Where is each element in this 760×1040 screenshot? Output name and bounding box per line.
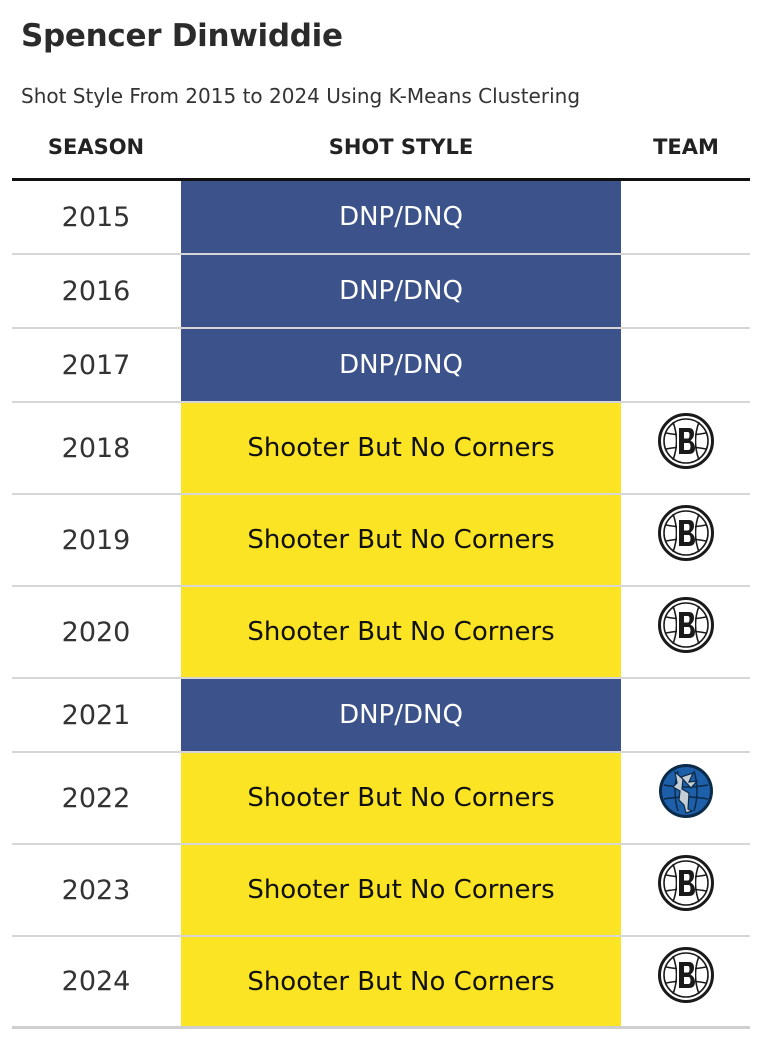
column-header-team: TEAM (653, 135, 719, 159)
shot-style-cell: DNP/DNQ (181, 329, 621, 401)
team-cell (621, 255, 750, 327)
table-row: 2021 DNP/DNQ (12, 679, 750, 753)
mavericks-logo-icon (658, 764, 714, 819)
nets-logo-icon (657, 505, 714, 561)
table-row: 2022 Shooter But No Corners (12, 753, 750, 845)
chart-subtitle: Shot Style From 2015 to 2024 Using K-Mea… (21, 84, 581, 108)
season-cell: 2019 (61, 524, 131, 556)
table-row: 2017 DNP/DNQ (12, 329, 750, 403)
table-row: 2019 Shooter But No Corners (12, 495, 750, 587)
shot-style-cell: Shooter But No Corners (181, 845, 621, 935)
shot-style-cell: Shooter But No Corners (181, 495, 621, 585)
season-cell: 2020 (61, 616, 131, 648)
season-cell: 2022 (61, 782, 131, 814)
shot-style-cell: Shooter But No Corners (181, 937, 621, 1026)
table-row: 2020 Shooter But No Corners (12, 587, 750, 679)
table-row: 2024 Shooter But No Corners (12, 937, 750, 1029)
shot-style-cell: Shooter But No Corners (181, 753, 621, 843)
table-row: 2015 DNP/DNQ (12, 181, 750, 255)
season-cell: 2015 (61, 201, 131, 233)
shot-style-cell: DNP/DNQ (181, 679, 621, 751)
team-cell (621, 679, 750, 751)
column-header-season: SEASON (47, 135, 145, 159)
team-cell (621, 329, 750, 401)
shot-style-table: 2015 DNP/DNQ 2016 DNP/DNQ 2017 DNP/DNQ 2018 Sho… (12, 181, 750, 1029)
table-row: 2023 Shooter But No Corners (12, 845, 750, 937)
season-cell: 2016 (61, 275, 131, 307)
team-cell (621, 495, 750, 585)
column-header-shot-style: SHOT STYLE (328, 135, 474, 159)
team-cell (621, 753, 750, 843)
season-cell: 2024 (61, 966, 131, 997)
nets-logo-icon (657, 597, 714, 653)
shot-style-cell: DNP/DNQ (181, 255, 621, 327)
table-row: 2016 DNP/DNQ (12, 255, 750, 329)
season-cell: 2023 (61, 874, 131, 906)
header-rule (12, 178, 750, 181)
team-cell (621, 937, 750, 1026)
team-cell (621, 845, 750, 935)
chart-title: Spencer Dinwiddie (21, 18, 343, 54)
table-row: 2018 Shooter But No Corners (12, 403, 750, 495)
shot-style-cell: DNP/DNQ (181, 181, 621, 253)
season-cell: 2018 (61, 432, 131, 464)
shot-style-cell: Shooter But No Corners (181, 587, 621, 677)
team-cell (621, 403, 750, 493)
season-cell: 2017 (61, 349, 131, 381)
team-cell (621, 587, 750, 677)
nets-logo-icon (657, 413, 714, 469)
shot-style-cell: Shooter But No Corners (181, 403, 621, 493)
nets-logo-icon (657, 855, 714, 911)
team-cell (621, 181, 750, 253)
season-cell: 2021 (61, 699, 131, 731)
nets-logo-icon (657, 946, 714, 1003)
